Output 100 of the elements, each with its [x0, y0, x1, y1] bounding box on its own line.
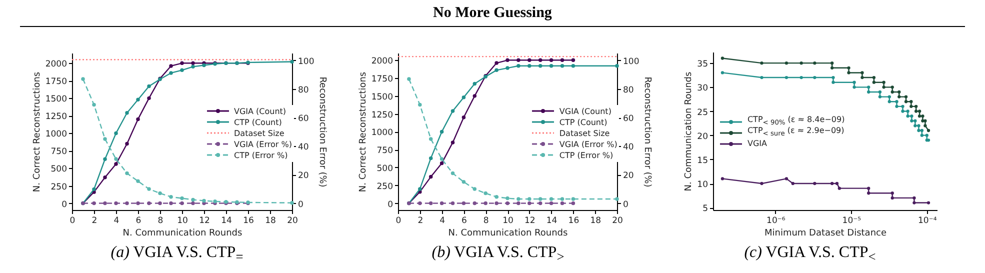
x-tick-label: 2 — [418, 216, 424, 226]
y-tick-label: 500 — [50, 164, 67, 175]
point — [571, 64, 576, 68]
point — [528, 197, 532, 201]
x-tick-label: 10 — [177, 216, 188, 226]
y2-axis-title: Reconstruction Error (%) — [642, 76, 652, 188]
y-tick-label: 1250 — [45, 112, 67, 122]
legend-label: VGIA (Count) — [559, 106, 612, 117]
point — [494, 201, 498, 206]
point — [169, 64, 173, 68]
x-tick-label: 8 — [158, 216, 164, 226]
legend-label: VGIA — [747, 138, 767, 150]
point — [516, 201, 520, 206]
y-tick-label: 25 — [697, 108, 708, 118]
legend-label: VGIA (Count) — [234, 106, 286, 117]
point — [92, 187, 96, 192]
point — [103, 201, 107, 206]
y-tick-label: 1500 — [371, 92, 393, 102]
point — [440, 130, 444, 134]
y-tick-label: 35 — [697, 60, 708, 70]
point — [180, 201, 184, 206]
y-tick-label: 5 — [702, 204, 708, 214]
point — [538, 197, 542, 201]
point — [290, 200, 294, 205]
y2-tick-label: 40 — [298, 142, 309, 153]
point — [462, 96, 466, 100]
x-tick-label: 20 — [287, 216, 298, 226]
point — [169, 194, 173, 199]
point — [202, 198, 206, 203]
point — [440, 201, 444, 206]
point — [418, 102, 422, 107]
point — [549, 64, 554, 68]
point — [560, 201, 564, 206]
point — [462, 180, 466, 184]
y-tick-label: 1250 — [371, 110, 393, 120]
x-axis-title: N. Communication Rounds — [448, 228, 568, 238]
point — [506, 66, 510, 70]
x-tick-label: 14 — [221, 216, 232, 226]
text: (c) VGIA V.S. CTP$_{<}$ — [743, 244, 877, 266]
y2-axis-title: Reconstruction Error (%) — [317, 76, 328, 188]
y2-tick-label: 80 — [623, 86, 634, 96]
point — [450, 140, 455, 144]
point — [528, 201, 532, 206]
point — [428, 174, 433, 179]
point — [191, 198, 195, 202]
point — [440, 157, 444, 161]
y-tick-label: 1750 — [371, 74, 393, 85]
legend-label: VGIA (Error %) — [559, 138, 618, 150]
point — [450, 171, 455, 176]
legend-label: VGIA (Error %) — [234, 138, 292, 150]
point — [418, 201, 422, 206]
point — [428, 156, 433, 160]
x-tick-label: 8 — [483, 216, 489, 226]
y-tick-label: 10 — [697, 180, 708, 190]
y-tick-label: 500 — [376, 164, 393, 174]
point — [506, 196, 510, 200]
y-tick-label: 1000 — [45, 130, 67, 140]
point — [114, 162, 118, 166]
point — [125, 111, 129, 115]
point — [290, 60, 294, 64]
point — [114, 131, 118, 136]
x-tick-label: 10 — [502, 216, 514, 226]
x-tick-label: 4 — [114, 216, 120, 226]
point — [158, 201, 162, 206]
y-tick-label: 15 — [697, 156, 708, 166]
point — [191, 64, 195, 69]
x-tick-label: 20 — [612, 216, 623, 226]
point — [516, 64, 520, 68]
point — [125, 201, 129, 206]
y2-tick-label: 80 — [298, 86, 309, 96]
text: (a) VGIA V.S. CTP$_{=}$ — [110, 244, 244, 266]
legend-label: CTP (Count) — [234, 116, 282, 128]
y-tick-label: 1000 — [371, 128, 393, 138]
legend-label: CTP$_{< 90%}$ (ε ≈ 8.4e−09) — [747, 115, 845, 127]
legend-label: Dataset Size — [559, 128, 610, 139]
y2-tick-label: 40 — [623, 142, 634, 153]
point — [169, 71, 173, 75]
x-tick-label: 10⁻⁵ — [842, 216, 862, 226]
point — [538, 201, 542, 206]
point — [125, 142, 129, 146]
point — [472, 187, 477, 191]
x-tick-label: 10⁻⁶ — [766, 216, 786, 226]
point — [136, 179, 140, 184]
x-tick-label: 18 — [590, 216, 602, 226]
x-tick-label: 0 — [70, 216, 76, 226]
point — [462, 116, 466, 120]
point — [450, 201, 455, 206]
point — [136, 98, 140, 102]
x-tick-label: 12 — [524, 216, 536, 226]
point — [472, 201, 477, 206]
point — [114, 201, 118, 206]
point — [571, 197, 576, 201]
point — [472, 82, 477, 86]
y-tick-label: 20 — [697, 132, 708, 142]
point — [528, 58, 532, 62]
y2-tick-label: 100 — [298, 56, 314, 67]
text: No More Guessing — [20, 2, 965, 27]
y2-tick-label: 0 — [623, 200, 628, 210]
point — [81, 77, 85, 81]
point — [191, 201, 195, 206]
